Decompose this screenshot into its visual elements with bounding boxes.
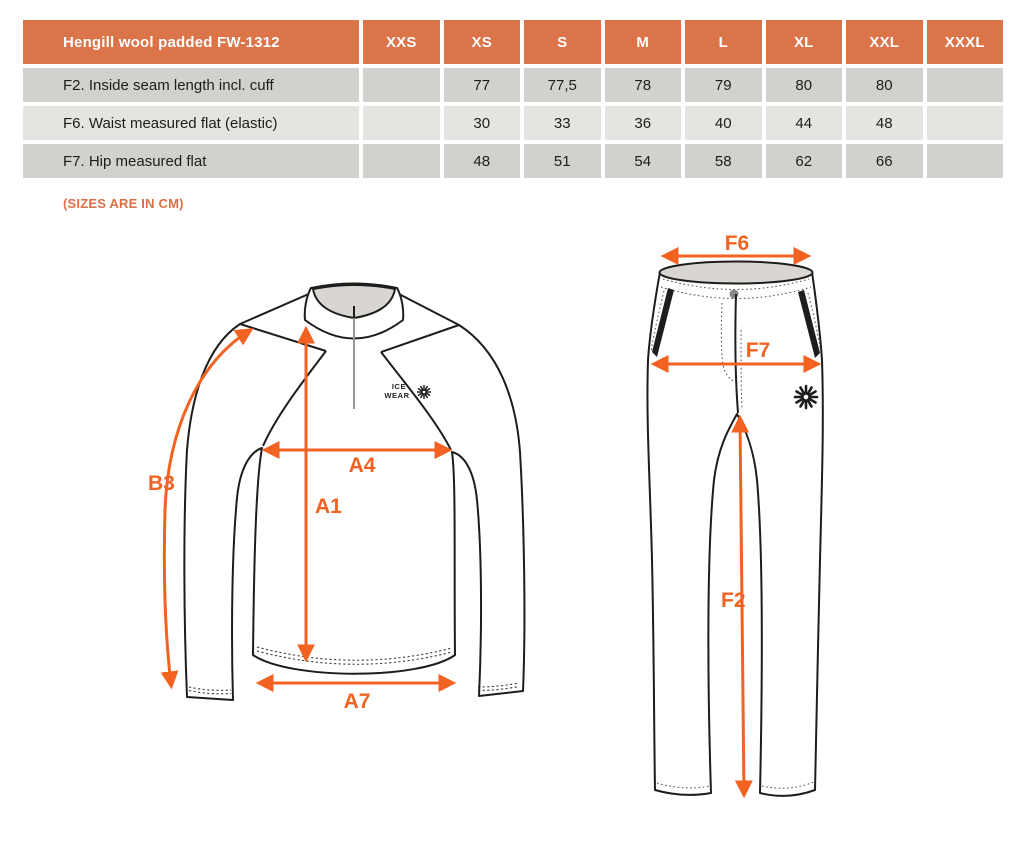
left-leg-hem-stitching bbox=[656, 782, 711, 789]
size-value-cell: 77,5 bbox=[524, 68, 601, 102]
measurement-arrow-f2 bbox=[731, 414, 753, 799]
size-value-cell bbox=[926, 106, 1003, 140]
fly-center-line bbox=[734, 293, 739, 414]
measurement-label-b3: B3 bbox=[148, 472, 175, 495]
left-cuff-stitching bbox=[188, 686, 232, 691]
size-value-cell: 44 bbox=[765, 106, 842, 140]
size-value-cell: 80 bbox=[765, 68, 842, 102]
pants-drawing: F6 F7 F2 bbox=[646, 232, 824, 799]
table-row-hip: F7. Hip measured flat 48 51 54 58 62 66 bbox=[23, 144, 1003, 178]
right-pocket-stitching bbox=[807, 292, 822, 354]
size-value-cell: 80 bbox=[846, 68, 923, 102]
size-value-cell: 78 bbox=[604, 68, 681, 102]
right-leg-hem-stitching bbox=[761, 781, 815, 789]
measurement-label-a4: A4 bbox=[349, 454, 376, 477]
size-value-cell bbox=[363, 106, 440, 140]
size-table: Hengill wool padded FW-1312 XXS XS S M L… bbox=[19, 16, 1007, 182]
size-value-cell: 30 bbox=[443, 106, 520, 140]
table-row-waist: F6. Waist measured flat (elastic) 30 33 … bbox=[23, 106, 1003, 140]
size-header-xs: XS bbox=[443, 20, 520, 64]
snowflake-icon bbox=[793, 384, 819, 410]
size-header-l: L bbox=[685, 20, 762, 64]
size-header-xxxl: XXXL bbox=[926, 20, 1003, 64]
measurement-label-f6: F6 bbox=[725, 232, 750, 255]
left-pocket-stitching bbox=[650, 290, 665, 353]
size-value-cell: 48 bbox=[846, 106, 923, 140]
size-value-cell: 48 bbox=[443, 144, 520, 178]
size-header-xl: XL bbox=[765, 20, 842, 64]
product-name-header: Hengill wool padded FW-1312 bbox=[23, 20, 359, 64]
size-value-cell: 66 bbox=[846, 144, 923, 178]
row-label: F2. Inside seam length incl. cuff bbox=[23, 68, 359, 102]
left-cuff-stitching bbox=[188, 689, 232, 695]
size-value-cell: 36 bbox=[604, 106, 681, 140]
collar-opening bbox=[312, 284, 396, 319]
hem-stitching bbox=[256, 650, 453, 665]
fly-stitching bbox=[740, 329, 743, 411]
sizes-note: (SIZES ARE IN CM) bbox=[63, 196, 184, 211]
size-value-cell: 54 bbox=[604, 144, 681, 178]
fly-stitching bbox=[720, 302, 736, 383]
row-label: F7. Hip measured flat bbox=[23, 144, 359, 178]
icewear-logo: ICE WEAR bbox=[384, 382, 432, 400]
right-yoke-seam bbox=[380, 324, 460, 353]
left-raglan-seam bbox=[262, 350, 327, 447]
waist-button bbox=[729, 289, 739, 299]
logo-text-line2: WEAR bbox=[384, 391, 409, 400]
hem-stitching bbox=[256, 646, 453, 661]
right-cuff-stitching bbox=[477, 682, 520, 688]
size-value-cell: 51 bbox=[524, 144, 601, 178]
table-header-row: Hengill wool padded FW-1312 XXS XS S M L… bbox=[23, 20, 1003, 64]
size-value-cell bbox=[926, 144, 1003, 178]
measurement-label-f2: F2 bbox=[721, 589, 746, 612]
size-value-cell: 58 bbox=[685, 144, 762, 178]
logo-text-line1: ICE bbox=[392, 382, 406, 391]
size-value-cell bbox=[926, 68, 1003, 102]
size-value-cell bbox=[363, 144, 440, 178]
measurement-label-a7: A7 bbox=[344, 690, 371, 713]
measurement-label-f7: F7 bbox=[746, 339, 771, 362]
waist-opening bbox=[658, 260, 814, 285]
pants-body-outline bbox=[646, 271, 824, 797]
right-cuff-stitching bbox=[477, 685, 520, 692]
left-pocket-opening bbox=[652, 288, 674, 357]
size-value-cell bbox=[363, 68, 440, 102]
size-header-s: S bbox=[524, 20, 601, 64]
sweater-drawing: ICE WEAR B3 A4 A1 A7 bbox=[148, 282, 526, 713]
size-header-xxs: XXS bbox=[363, 20, 440, 64]
size-value-cell: 79 bbox=[685, 68, 762, 102]
right-raglan-seam bbox=[380, 351, 452, 451]
row-label: F6. Waist measured flat (elastic) bbox=[23, 106, 359, 140]
waistband-stitching bbox=[662, 278, 810, 290]
size-value-cell: 40 bbox=[685, 106, 762, 140]
size-value-cell: 62 bbox=[765, 144, 842, 178]
snowflake-icon bbox=[416, 384, 432, 400]
measurement-arrow-b3 bbox=[160, 328, 254, 690]
measurement-label-a1: A1 bbox=[315, 495, 342, 518]
size-value-cell: 77 bbox=[443, 68, 520, 102]
size-header-m: M bbox=[604, 20, 681, 64]
right-pocket-opening bbox=[798, 290, 820, 358]
table-row-inseam: F2. Inside seam length incl. cuff 77 77,… bbox=[23, 68, 1003, 102]
size-header-xxl: XXL bbox=[846, 20, 923, 64]
size-value-cell: 33 bbox=[524, 106, 601, 140]
